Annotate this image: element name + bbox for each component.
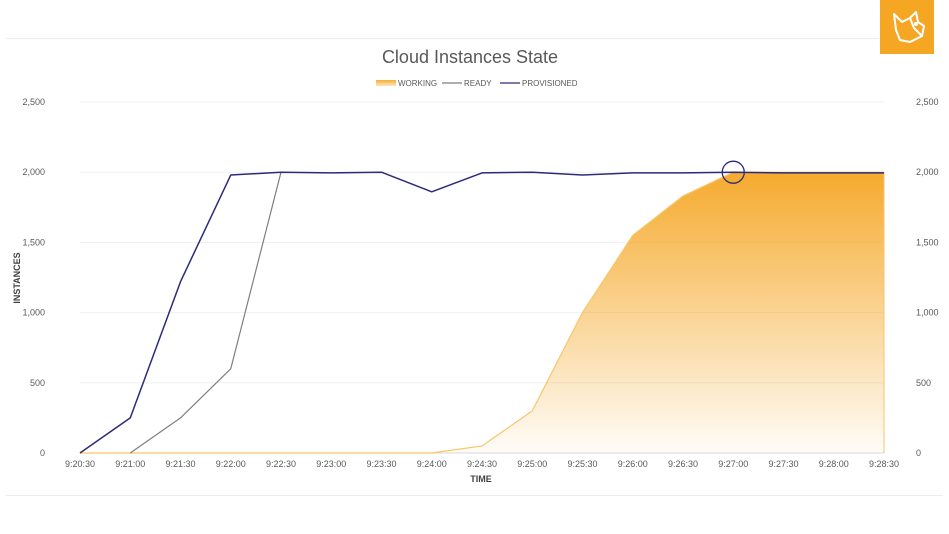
y-axis-title: INSTANCES (12, 252, 22, 303)
y-tick-label-left: 0 (40, 448, 45, 458)
legend-swatch-working (376, 80, 396, 86)
right-y-axis: 0 500 1,000 1,500 2,000 2,500 (916, 97, 939, 458)
highlight-circle (721, 160, 745, 184)
bottom-divider (6, 495, 943, 496)
left-y-axis: 0 500 1,000 1,500 2,000 2,500 (22, 97, 45, 458)
y-tick-label-right: 1,000 (916, 308, 939, 318)
x-tick-label: 9:22:30 (266, 459, 296, 469)
y-tick-label-left: 1,500 (22, 237, 45, 247)
x-axis: 9:20:30 9:21:00 9:21:30 9:22:00 9:22:30 9:23:… (65, 459, 899, 469)
x-tick-label: 9:23:00 (316, 459, 346, 469)
chart-title: Cloud Instances State (382, 47, 558, 67)
x-axis-title: TIME (470, 474, 492, 484)
fox-logo-icon (880, 0, 934, 54)
x-tick-label: 9:27:00 (718, 459, 748, 469)
x-tick-label: 9:26:30 (668, 459, 698, 469)
x-tick-label: 9:21:30 (165, 459, 195, 469)
legend-label-provisioned: PROVISIONED (522, 79, 578, 88)
series-ready-line (129, 172, 282, 454)
y-tick-label-right: 500 (916, 378, 931, 388)
x-tick-label: 9:21:00 (115, 459, 145, 469)
x-tick-label: 9:24:30 (467, 459, 497, 469)
x-tick-label: 9:22:00 (216, 459, 246, 469)
y-tick-label-right: 1,500 (916, 237, 939, 247)
y-tick-label-left: 500 (30, 378, 45, 388)
x-tick-label: 9:20:30 (65, 459, 95, 469)
y-tick-label-left: 2,000 (22, 167, 45, 177)
y-tick-label-left: 1,000 (22, 308, 45, 318)
x-tick-label: 9:28:30 (869, 459, 899, 469)
x-tick-label: 9:23:30 (366, 459, 396, 469)
x-tick-label: 9:25:30 (567, 459, 597, 469)
x-tick-label: 9:27:30 (768, 459, 798, 469)
legend-label-ready: READY (464, 79, 492, 88)
legend-label-working: WORKING (398, 79, 437, 88)
series-provisioned-line (79, 171, 884, 454)
legend: WORKING READY PROVISIONED (376, 79, 578, 88)
y-tick-label-left: 2,500 (22, 97, 45, 107)
x-tick-label: 9:25:00 (517, 459, 547, 469)
y-tick-label-right: 2,500 (916, 97, 939, 107)
top-divider (6, 38, 879, 39)
x-tick-label: 9:24:00 (417, 459, 447, 469)
series-working-area (80, 172, 884, 453)
x-tick-label: 9:28:00 (819, 459, 849, 469)
series-layer (79, 160, 885, 454)
x-tick-label: 9:26:00 (618, 459, 648, 469)
y-tick-label-right: 2,000 (916, 167, 939, 177)
y-tick-label-right: 0 (916, 448, 921, 458)
